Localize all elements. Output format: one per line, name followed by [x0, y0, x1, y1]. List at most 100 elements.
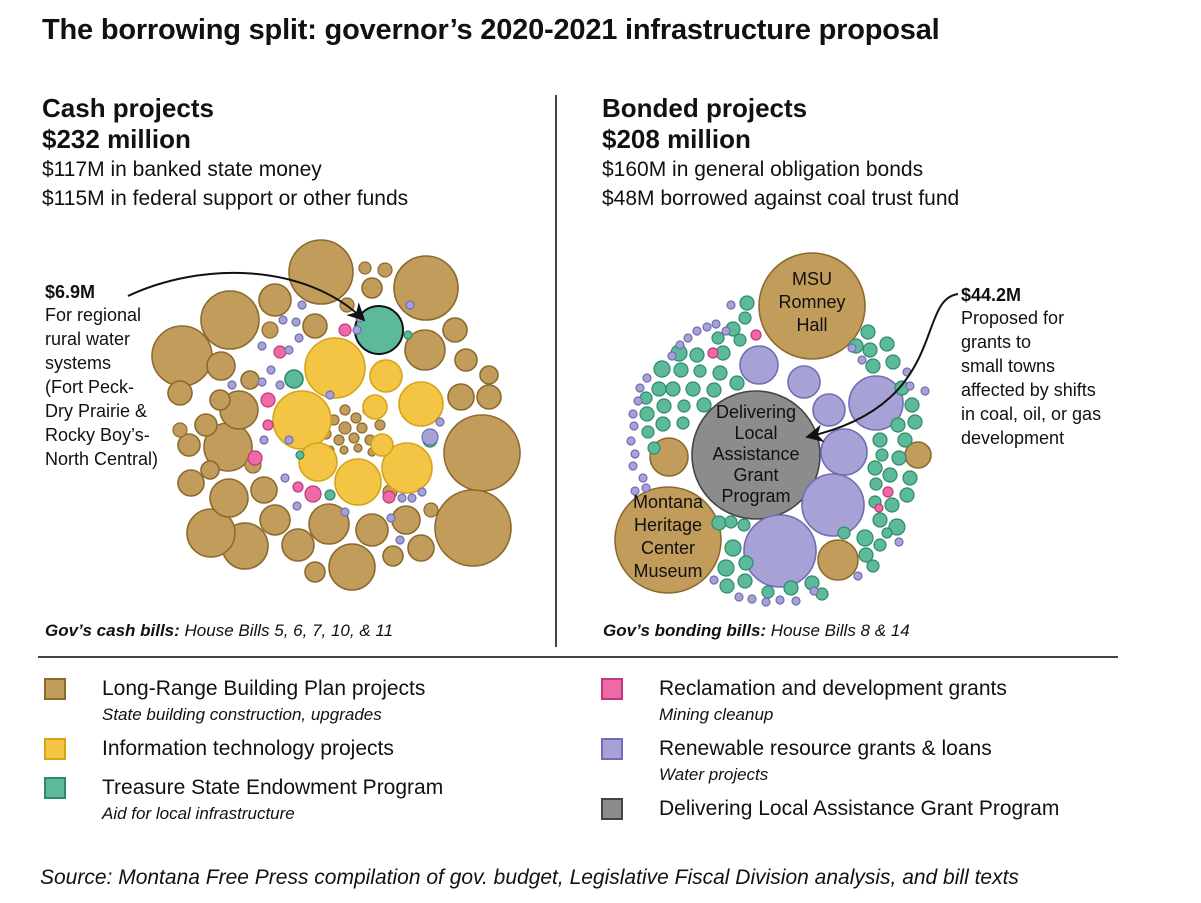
- bubble-tsep: [685, 381, 701, 397]
- bubble-lrbp: [382, 545, 404, 567]
- bubble-tsep: [729, 375, 745, 391]
- bubble-tsep: [891, 450, 907, 466]
- bubble-rrgl: [709, 575, 719, 585]
- chart-title: The borrowing split: governor’s 2020-202…: [42, 14, 940, 46]
- bubble-tsep: [693, 364, 707, 378]
- legend-swatch-dla: [601, 798, 623, 820]
- cash-bills: Gov’s cash bills: House Bills 5, 6, 7, 1…: [45, 621, 393, 641]
- cash-annotation-line: North Central): [45, 449, 159, 469]
- bubble-lrbp: [339, 404, 351, 416]
- legend-desc: State building construction, upgrades: [102, 705, 382, 724]
- bubble-rrgl: [259, 435, 269, 445]
- dla-label-line: Delivering: [716, 402, 796, 422]
- bonded-annotation-line: Proposed for: [961, 308, 1065, 328]
- bubble-it: [304, 337, 366, 399]
- bubble-rrgl: [641, 483, 651, 493]
- bubble-rrgl: [743, 514, 817, 588]
- bubble-tsep: [872, 432, 888, 448]
- bubble-rrgl: [633, 396, 643, 406]
- romney-label-line: MSU: [792, 269, 832, 289]
- bubble-tsep: [284, 369, 304, 389]
- bubble-lrbp: [447, 383, 475, 411]
- bubble-rdg: [338, 323, 352, 337]
- bubble-tsep: [639, 406, 655, 422]
- bubble-rrgl: [683, 333, 693, 343]
- bubble-tsep: [737, 573, 753, 589]
- bubble-tsep: [907, 414, 923, 430]
- bubble-rrgl: [638, 473, 648, 483]
- bonded-heading: Bonded projects: [602, 93, 808, 123]
- bubble-tsep: [719, 578, 735, 594]
- bubble-rrgl: [626, 436, 636, 446]
- bubble-rdg: [304, 485, 322, 503]
- bubble-charts: MSU Romney Hall Montana Heritage Center …: [127, 239, 959, 607]
- bubble-lrbp: [328, 543, 376, 591]
- bubble-lrbp: [479, 365, 499, 385]
- bubble-rrgl: [630, 486, 640, 496]
- heritage-label-line: Heritage: [634, 515, 702, 535]
- legend-label: Long-Range Building Plan projects: [102, 677, 426, 700]
- bubble-lrbp: [200, 290, 260, 350]
- bubble-it: [370, 433, 394, 457]
- bubble-tsep: [653, 360, 671, 378]
- bubble-lrbp: [209, 389, 231, 411]
- bubble-tsep: [733, 333, 747, 347]
- dla-label-line: Local: [734, 423, 777, 443]
- bubble-lrbp: [377, 262, 393, 278]
- bubble-lrbp: [348, 432, 360, 444]
- bubble-rrgl: [280, 473, 290, 483]
- bubble-tsep: [724, 515, 738, 529]
- bubble-rrgl: [642, 373, 652, 383]
- bubble-rrgl: [284, 435, 294, 445]
- cash-annotation-amount: $6.9M: [45, 282, 96, 302]
- bubble-rrgl: [325, 390, 335, 400]
- bubble-lrbp: [194, 413, 218, 437]
- bubble-rrgl: [791, 596, 801, 606]
- bubble-tsep: [324, 489, 336, 501]
- bubble-rrgl: [711, 319, 721, 329]
- bubble-tsep: [677, 399, 691, 413]
- cash-heading: Cash projects: [42, 93, 214, 123]
- bubble-rrgl: [397, 493, 407, 503]
- bubble-rrgl: [702, 322, 712, 332]
- dla-label-line: Assistance: [712, 444, 799, 464]
- bubble-tsep: [738, 311, 752, 325]
- bubble-label-group: MSU Romney Hall Montana Heritage Center …: [633, 269, 846, 581]
- bubble-rrgl: [291, 317, 301, 327]
- bubble-rrgl: [386, 513, 396, 523]
- bonded-annotation-text: Proposed for grants to small towns affec…: [961, 306, 1101, 450]
- bubble-tsep: [858, 547, 874, 563]
- bubble-tsep: [739, 295, 755, 311]
- bubble-lrbp: [353, 443, 363, 453]
- bubble-lrbp: [240, 370, 260, 390]
- bubble-rrgl: [857, 355, 867, 365]
- bubble-lrbp: [614, 486, 722, 594]
- bubble-lrbp: [393, 255, 459, 321]
- romney-label-line: Hall: [796, 315, 827, 335]
- bubble-rrgl: [417, 487, 427, 497]
- bubble-tsep: [890, 417, 906, 433]
- bubble-it: [298, 442, 338, 482]
- bubble-lrbp: [355, 513, 389, 547]
- cash-annotation: $6.9M For regional rural water systems (…: [45, 282, 158, 471]
- bubble-tsep: [711, 331, 725, 345]
- bubble-lrbp: [258, 283, 292, 317]
- cash-line-1: $117M in banked state money: [42, 158, 322, 181]
- bubble-lrbp: [172, 422, 188, 438]
- bonded-annotation-line: development: [961, 428, 1065, 448]
- cash-annotation-line: systems: [45, 353, 112, 373]
- bubble-rrgl: [734, 592, 744, 602]
- bubble-rrgl: [721, 326, 731, 336]
- bubble-rrgl: [820, 428, 868, 476]
- bubble-tsep: [899, 487, 915, 503]
- bonded-line-1: $160M in general obligation bonds: [602, 158, 924, 181]
- bubble-tsep: [875, 448, 889, 462]
- legend-swatch-rdg: [601, 678, 623, 700]
- bubble-lrbp: [250, 476, 278, 504]
- bubble-rrgl: [292, 501, 302, 511]
- bubble-tsep: [665, 381, 681, 397]
- bubble-rrgl: [747, 594, 757, 604]
- bonded-annotation-line: grants to: [961, 332, 1032, 352]
- bubble-lrbp: [442, 317, 468, 343]
- bubble-lrbp: [454, 348, 478, 372]
